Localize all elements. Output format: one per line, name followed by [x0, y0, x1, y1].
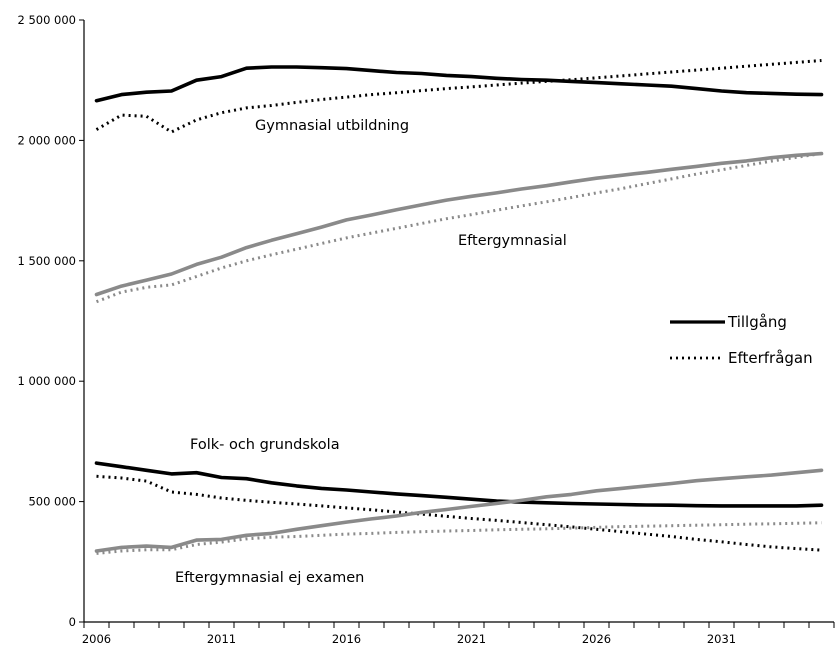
annotation-folk-grundskola: Folk- och grundskola [190, 437, 340, 453]
y-tick-label: 2 500 000 [17, 13, 76, 27]
y-tick-label: 1 500 000 [17, 254, 76, 268]
series-line-6 [94, 468, 824, 553]
x-tick-label: 2016 [332, 632, 361, 646]
series-line-5 [96, 474, 822, 552]
x-tick-label: 2006 [82, 632, 111, 646]
series-line-3 [95, 152, 822, 304]
annotation-eftergymnasial: Eftergymnasial [458, 233, 567, 249]
legend-label-tillgang: Tillgång [727, 313, 787, 331]
y-tick-label: 1 000 000 [17, 374, 76, 388]
x-ticks: 2006 2011 2016 2021 2026 2031 [82, 622, 835, 646]
annotation-eftergymnasial-ej-examen: Eftergymnasial ej examen [175, 570, 364, 586]
x-tick-label: 2031 [707, 632, 736, 646]
x-tick-label: 2026 [582, 632, 611, 646]
y-tick-label: 0 [69, 615, 76, 629]
series-line-0 [94, 65, 824, 103]
annotations: Gymnasial utbildning Eftergymnasial Folk… [175, 118, 567, 586]
series-line-4 [94, 461, 824, 508]
x-tick-label: 2011 [207, 632, 236, 646]
legend: Tillgång Efterfrågan [670, 313, 813, 367]
x-tick-label: 2021 [457, 632, 486, 646]
annotation-gymnasial: Gymnasial utbildning [255, 118, 409, 134]
y-tick-label: 500 000 [28, 495, 76, 509]
y-ticks: 0 500 000 1 000 000 1 500 000 2 000 000 2 500… [17, 13, 84, 629]
series-layer [94, 59, 824, 555]
y-tick-label: 2 000 000 [17, 133, 76, 147]
series-line-7 [96, 521, 822, 555]
series-line-1 [95, 59, 822, 134]
series-line-2 [94, 151, 824, 297]
legend-label-efterfragan: Efterfrågan [728, 349, 813, 367]
